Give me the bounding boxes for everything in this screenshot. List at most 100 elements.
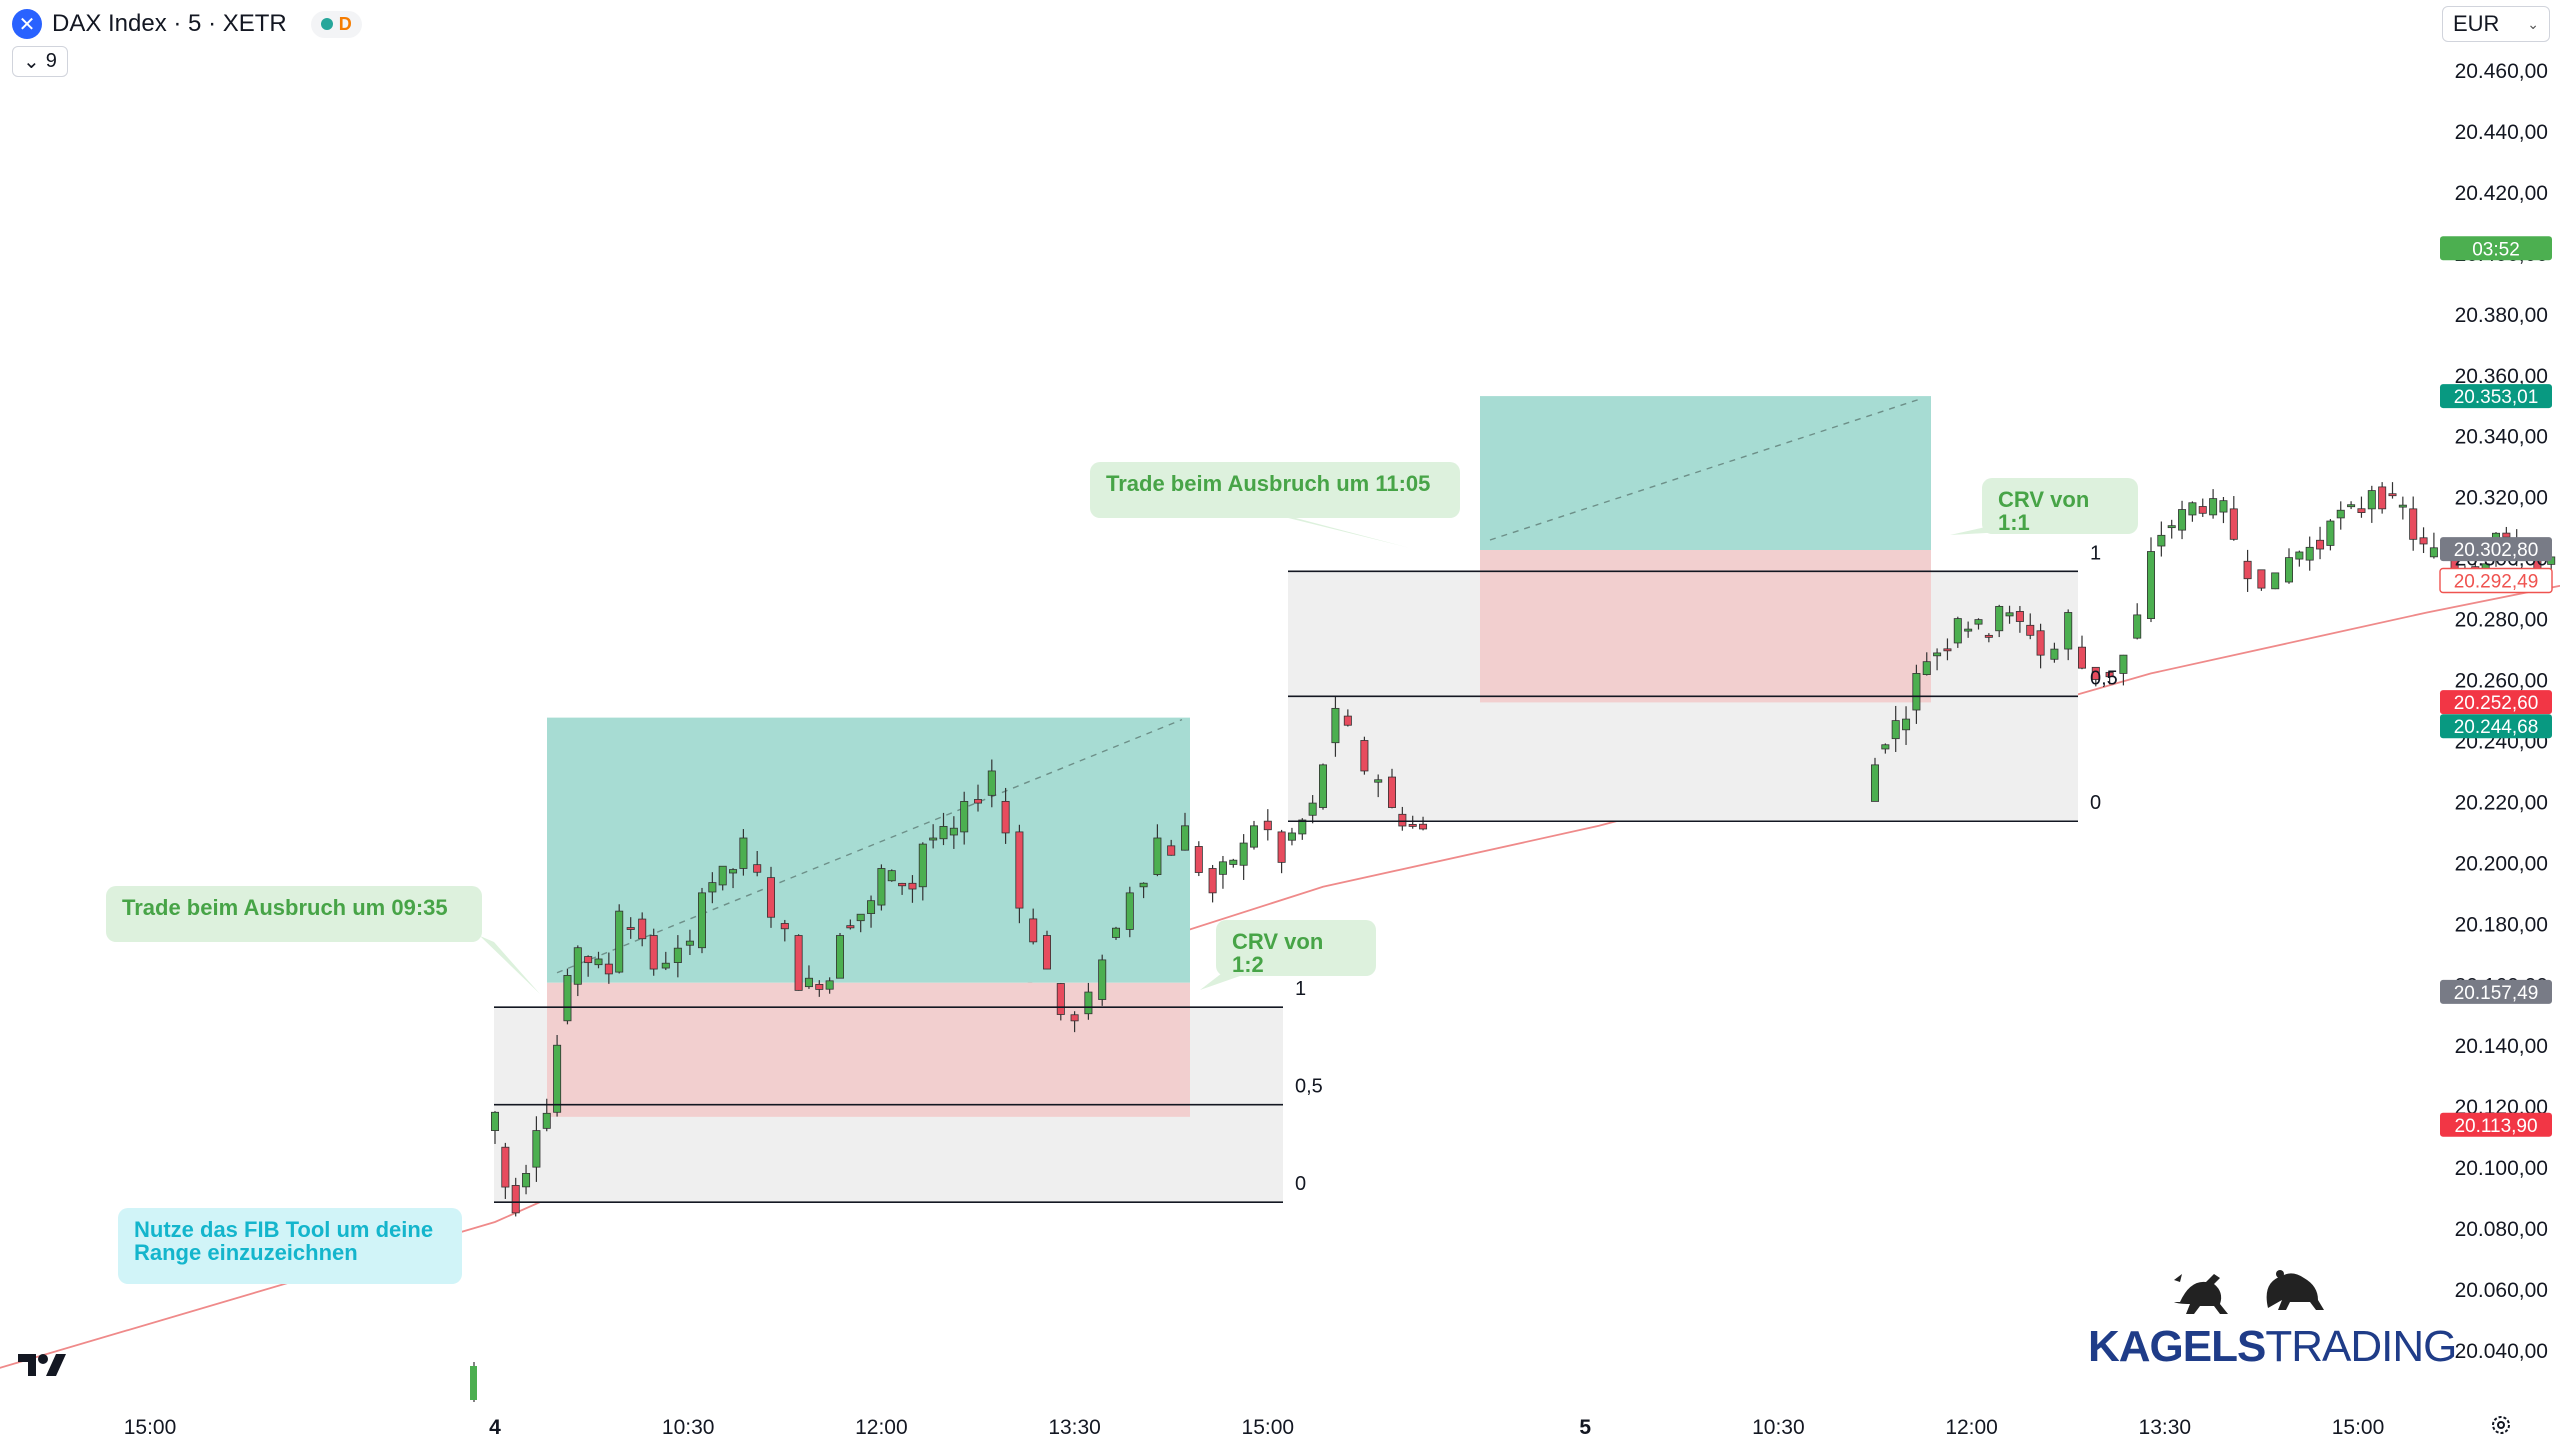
candle-body [2146, 551, 2155, 619]
price-label-tag [2440, 1112, 2552, 1137]
x-tick-label: 15:00 [2332, 1416, 2385, 1439]
fib-lines-layer: 1 0,5 0 1 0,5 0 [494, 542, 2118, 1203]
candle-body [470, 1366, 477, 1400]
crv-2-text: CRV von 1:1 [1998, 487, 2090, 536]
candle-body [1153, 837, 1162, 875]
x-tick-label: 12:00 [855, 1416, 908, 1439]
candle-body [584, 956, 593, 964]
candle-body [753, 864, 762, 873]
candle-body [2209, 498, 2218, 516]
candle-body [2026, 624, 2035, 636]
symbol-header[interactable]: ✕ DAX Index · 5 · XETR D [12, 6, 362, 42]
candle-body [2398, 504, 2407, 508]
profit-zone [547, 717, 1190, 983]
price-label-text: 20.292,49 [2454, 572, 2539, 593]
candle-body [685, 940, 694, 946]
trade-2-callout[interactable]: Trade beim Ausbruch um 11:05 [1090, 462, 1460, 518]
candle-body [1943, 648, 1952, 652]
price-label-tag [2440, 714, 2552, 739]
candle-body [1964, 628, 1973, 632]
candle-body [1056, 983, 1065, 1015]
candle-body [1250, 825, 1259, 848]
loss-zone [1480, 550, 1931, 703]
candle-body [1319, 764, 1328, 808]
candle-body [1343, 715, 1352, 726]
y-tick-label: 20.080,00 [2455, 1218, 2548, 1241]
candle-body [1001, 800, 1010, 834]
trade-path-line [556, 718, 1183, 974]
trade-1-text: Trade beim Ausbruch um 09:35 [122, 895, 448, 920]
candle-body [532, 1130, 541, 1168]
crv-2-callout[interactable]: CRV von 1:1 [1982, 478, 2138, 534]
candle-body [1208, 868, 1217, 894]
candle-body [2388, 493, 2397, 497]
candle-body [825, 980, 834, 990]
price-label-text: 03:52 [2472, 239, 2520, 260]
candle-body [708, 882, 717, 893]
candle-body [1139, 882, 1148, 888]
candle-body [2077, 646, 2086, 669]
candle-body [1277, 831, 1286, 863]
candle-body [2347, 504, 2356, 508]
candle-body [1229, 859, 1238, 865]
brand-bold: KAGELS [2088, 1322, 2266, 1371]
candle-body [673, 947, 682, 963]
price-label-text: 20.252,60 [2454, 693, 2539, 714]
brand-regular: TRADING [2265, 1322, 2457, 1371]
indicators-collapse-button[interactable]: ⌄ 9 [12, 46, 68, 77]
price-axis[interactable]: 20.460,0020.440,0020.420,0020.400,0020.3… [2455, 60, 2548, 1363]
x-tick-label: 15:00 [124, 1416, 177, 1439]
candle-body [490, 1111, 499, 1131]
price-label-tag [2440, 690, 2552, 715]
candle-body [1194, 846, 1203, 873]
candle-body [2091, 666, 2100, 680]
brand-wordmark: KAGELSTRADING [2088, 1322, 2457, 1372]
candle-body [1125, 892, 1134, 930]
currency-value: EUR [2453, 11, 2500, 36]
candle-body [1871, 764, 1880, 802]
candle-body [918, 843, 927, 888]
candle-body [2295, 551, 2304, 560]
candle-body [626, 927, 635, 930]
y-tick-label: 20.380,00 [2455, 304, 2548, 327]
trade-1-callout[interactable]: Trade beim Ausbruch um 09:35 [106, 886, 482, 942]
candle-body [815, 983, 824, 990]
price-label-tag [2440, 236, 2552, 261]
candle-body [2326, 520, 2335, 546]
candle-body [1408, 824, 1417, 827]
candle-body [522, 1172, 531, 1188]
y-tick-label: 20.100,00 [2455, 1157, 2548, 1180]
fib-level-label: 0 [2090, 792, 2101, 814]
crv-1-callout[interactable]: CRV von 1:2 [1216, 920, 1376, 976]
candle-body [2271, 572, 2280, 590]
candle-body [867, 900, 876, 914]
candle-body [2064, 612, 2073, 650]
candle-body [511, 1185, 520, 1214]
candle-body [887, 870, 896, 882]
candle-body [856, 913, 865, 922]
time-axis[interactable]: 13:30 15:00 4 10:30 12:00 13:30 15:00 5 10:30 12:… [0, 1416, 2560, 1439]
candle-body [1043, 935, 1052, 970]
candle-body [594, 958, 603, 966]
fib-hint-callout[interactable]: Nutze das FIB Tool um deine Range einzuz… [118, 1208, 462, 1284]
candle-body [2357, 508, 2366, 513]
candle-body [1084, 991, 1093, 1015]
candle-body [2257, 569, 2266, 589]
candle-body [1388, 776, 1397, 808]
candle-body [1398, 813, 1407, 827]
x-tick-label: 10:30 [662, 1416, 715, 1439]
candle-body [2050, 648, 2059, 660]
candle-body [1881, 744, 1890, 750]
candle-body [729, 869, 738, 874]
market-status[interactable]: D [310, 10, 362, 38]
currency-select[interactable]: EUR ⌄ [2442, 6, 2550, 42]
candle-body [1098, 959, 1107, 1000]
crv-1-text: CRV von 1:2 [1232, 929, 1324, 978]
tradingview-logo-icon[interactable] [16, 1350, 68, 1380]
symbol-title[interactable]: DAX Index · 5 · XETR [52, 10, 287, 37]
gear-icon[interactable] [2490, 1414, 2512, 1436]
fib-level-label: 0,5 [2090, 667, 2118, 689]
price-label-text: 20.302,80 [2454, 540, 2539, 561]
candle-body [2419, 537, 2428, 545]
